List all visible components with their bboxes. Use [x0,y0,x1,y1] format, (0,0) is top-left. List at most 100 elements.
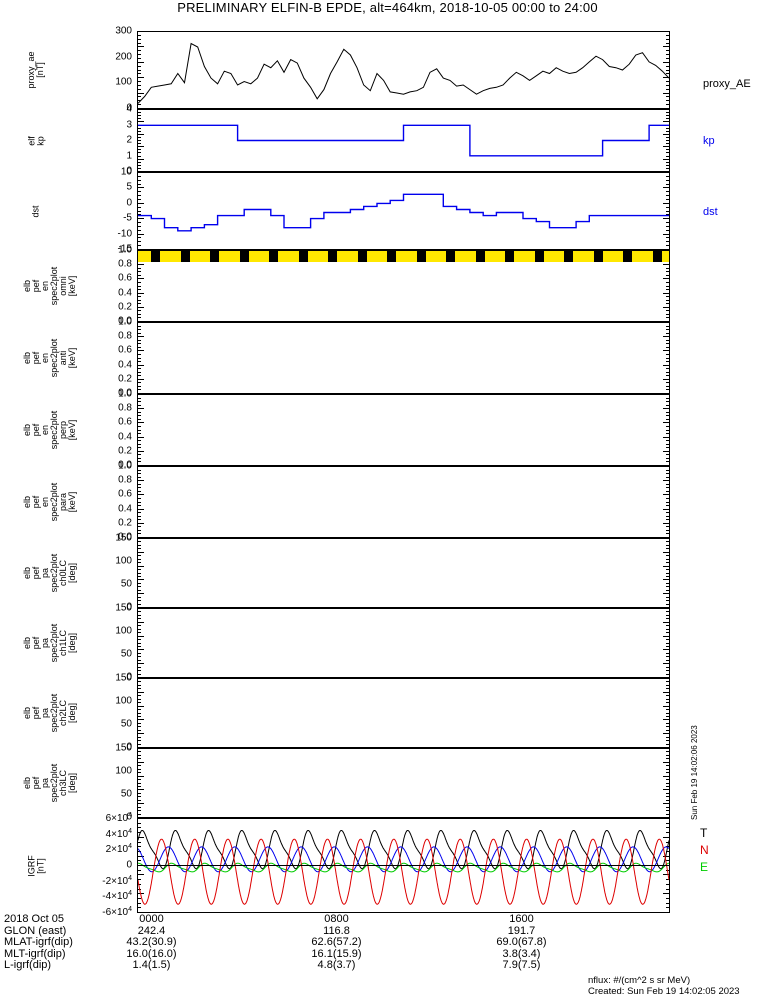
axis-tick [663,108,670,109]
axis-tick [137,660,141,661]
axis-tick [137,639,141,640]
axis-tick [666,382,670,383]
event-bar-marker [416,251,426,262]
axis-tick [137,58,141,59]
axis-tick [666,870,670,871]
axis-tick [137,419,141,420]
y-axis-label-en_omni: elb pef en spec2plot omni [keV] [22,266,77,306]
axis-tick [137,89,141,90]
axis-tick [137,769,141,770]
axis-tick [137,43,141,44]
axis-tick [137,555,141,556]
axis-tick [137,140,141,141]
axis-tick [666,695,670,696]
axis-tick [666,165,670,166]
axis-tick [137,250,144,251]
y-axis-label-kp: elf kp [26,135,45,146]
axis-tick [137,454,141,455]
axis-tick [666,737,670,738]
axis-tick [666,723,670,724]
axis-tick [666,39,670,40]
axis-tick [137,860,141,861]
axis-tick [137,176,141,177]
axis-tick [666,769,670,770]
annotation-value: 4.8(3.7) [317,959,356,972]
axis-tick [137,762,144,763]
axis-tick [137,903,141,904]
annotation-row: GLON (east) 242.4 116.8 191.7 [4,924,774,938]
axis-tick [137,211,141,212]
y-tick-label: 4×104 [105,827,132,840]
event-bar-marker [210,251,220,262]
axis-tick [137,382,141,383]
axis-tick [666,713,670,714]
axis-tick [137,398,141,399]
axis-tick [666,326,670,327]
axis-tick [137,685,141,686]
axis-tick [666,814,670,815]
axis-tick [663,874,670,875]
y-tick-label: 0.6 [118,488,132,500]
axis-tick [137,393,144,394]
axis-tick [666,444,670,445]
axis-tick [137,545,141,546]
axis-tick [666,149,670,150]
axis-tick [137,433,141,434]
annotation-value: 7.9(7.5) [502,959,541,972]
y-tick-label: 0.2 [118,517,132,529]
axis-tick [663,249,670,250]
axis-tick [137,230,141,231]
axis-tick [137,379,144,380]
axis-tick [663,336,670,337]
axis-tick [663,776,670,777]
y-tick-label: 0.0 [118,315,132,327]
axis-tick [137,85,141,86]
axis-tick [663,278,670,279]
annotation-value: 0000 [139,913,164,925]
axis-tick [666,639,670,640]
trace-kp [138,124,669,157]
axis-tick [137,322,144,323]
axis-tick [663,509,670,510]
annotation-label: GLON (east) [4,924,67,937]
axis-tick [666,477,670,478]
axis-tick [663,31,670,32]
y-tick-label: 0.8 [118,330,132,342]
y-tick-label: 1 [126,150,132,161]
axis-tick [666,573,670,574]
axis-tick [137,494,144,495]
event-bar-marker [446,251,456,262]
axis-tick [137,112,141,113]
axis-tick [666,772,670,773]
y-tick-label: 100 [115,76,132,88]
axis-tick [137,245,141,246]
axis-tick [137,336,144,337]
axis-tick [137,851,141,852]
axis-tick [663,622,670,623]
axis-tick [663,762,670,763]
axis-tick [137,737,141,738]
event-bar-marker [623,251,633,262]
axis-tick [137,796,141,797]
event-bar-marker [180,251,190,262]
annotation-row: 2018 Oct 05 0000 0800 1600 [4,913,774,926]
axis-tick [137,278,144,279]
annotation-value: 1600 [509,913,534,925]
panel-pa_ch1lc [137,608,670,678]
axis-tick [137,286,141,287]
axis-tick [137,765,141,766]
axis-tick [666,222,670,223]
axis-tick [666,559,670,560]
axis-tick [663,321,670,322]
y-tick-label: 0.2 [118,373,132,385]
axis-tick [666,681,670,682]
axis-tick [137,440,141,441]
axis-tick [137,670,141,671]
axis-tick [666,562,670,563]
y-axis-label-igrf: IGRF [nT] [26,854,45,877]
y-tick-label: 0 [126,741,132,753]
axis-tick [663,465,670,466]
axis-tick [666,629,670,630]
axis-tick [137,699,141,700]
axis-tick [137,747,144,748]
